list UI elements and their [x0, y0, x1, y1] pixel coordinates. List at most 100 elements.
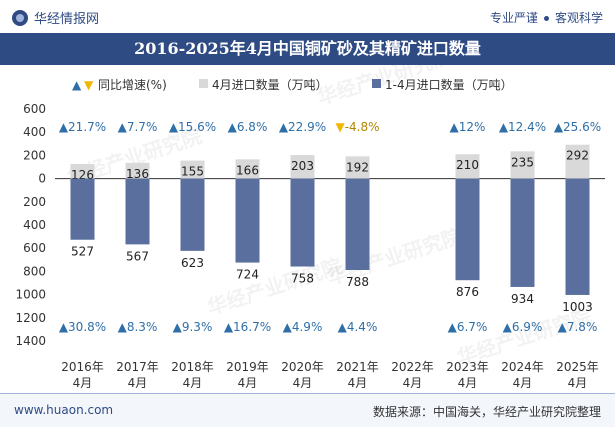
bar-cumulative	[180, 178, 205, 251]
x-tick-label-month: 4月	[513, 376, 533, 390]
legend-growth-down-icon: ▼	[84, 78, 94, 92]
bar-monthly	[235, 159, 260, 179]
down-arrow-icon: ▼	[335, 120, 345, 134]
growth-label-cumulative: ▲7.8%	[558, 320, 598, 334]
x-tick-label-year: 2022年	[391, 360, 434, 374]
growth-value: 12%	[459, 120, 486, 134]
x-tick-label-month: 4月	[293, 376, 313, 390]
up-arrow-icon: ▲	[279, 120, 289, 134]
bar-cumulative	[510, 178, 535, 287]
data-label-monthly: 166	[236, 163, 259, 177]
dot-icon	[543, 16, 549, 21]
y-tick-label: 600	[23, 241, 46, 255]
up-arrow-icon: ▲	[118, 120, 128, 134]
y-tick-label: 1000	[15, 288, 46, 302]
y-tick-label: 200	[23, 148, 46, 162]
bar-cumulative	[565, 178, 590, 295]
bar-monthly	[510, 151, 535, 179]
bar-monthly	[345, 156, 370, 179]
up-arrow-icon: ▲	[224, 320, 234, 334]
x-tick-label-month: 4月	[348, 376, 368, 390]
growth-value: 6.7%	[457, 320, 488, 334]
data-label-monthly: 210	[456, 158, 479, 172]
growth-value: 22.9%	[288, 120, 326, 134]
growth-value: 6.9%	[512, 320, 543, 334]
growth-value: 21.7%	[68, 120, 106, 134]
growth-label-monthly: ▲12.4%	[499, 120, 546, 134]
growth-label-monthly: ▲15.6%	[169, 120, 216, 134]
bar-cumulative	[70, 178, 95, 240]
top-bar: 华经情报网 专业严谨 客观科学	[0, 0, 615, 32]
growth-value: 6.8%	[237, 120, 268, 134]
tagline: 专业严谨 客观科学	[490, 9, 603, 26]
growth-value: 15.6%	[178, 120, 216, 134]
growth-value: 4.9%	[292, 320, 323, 334]
growth-value: 25.6%	[563, 120, 601, 134]
x-tick-label-year: 2019年	[226, 360, 269, 374]
growth-label-monthly: ▼-4.8%	[335, 120, 379, 134]
legend-swatch-monthly	[199, 79, 208, 88]
growth-value: 8.3%	[127, 320, 158, 334]
data-label-cumulative: 1003	[562, 300, 593, 314]
data-label-cumulative: 758	[291, 272, 314, 286]
growth-value: 12.4%	[508, 120, 546, 134]
up-arrow-icon: ▲	[450, 120, 460, 134]
footer: www.huaon.com 数据来源：中国海关，华经产业研究院整理	[0, 394, 615, 427]
y-tick-label: 600	[23, 102, 46, 116]
y-tick-label: 400	[23, 218, 46, 232]
footer-source: 数据来源：中国海关，华经产业研究院整理	[372, 405, 601, 419]
x-tick-label-year: 2024年	[501, 360, 544, 374]
bar-monthly	[455, 154, 480, 179]
legend-label-growth: 同比增速(%)	[98, 78, 167, 92]
growth-value: 7.7%	[127, 120, 158, 134]
x-tick-label-month: 4月	[183, 376, 203, 390]
bar-monthly	[565, 144, 590, 179]
growth-label-monthly: ▲6.8%	[228, 120, 268, 134]
y-tick-label: 400	[23, 125, 46, 139]
up-arrow-icon: ▲	[503, 320, 513, 334]
y-tick-label: 200	[23, 195, 46, 209]
data-label-cumulative: 527	[71, 245, 94, 259]
data-label-monthly: 235	[511, 155, 534, 169]
y-tick-label: 800	[23, 264, 46, 278]
x-tick-label-year: 2023年	[446, 360, 489, 374]
data-label-cumulative: 934	[511, 292, 534, 306]
brand-logo-icon	[12, 9, 28, 26]
bar-cumulative	[290, 178, 315, 267]
up-arrow-icon: ▲	[173, 320, 183, 334]
growth-value: 4.4%	[347, 320, 378, 334]
up-arrow-icon: ▲	[499, 120, 509, 134]
bar-cumulative	[455, 178, 480, 281]
y-tick-label: 0	[38, 172, 46, 186]
brand[interactable]: 华经情报网	[12, 8, 99, 27]
growth-label-monthly: ▲25.6%	[554, 120, 601, 134]
growth-value: 7.8%	[567, 320, 598, 334]
bar-monthly	[125, 162, 150, 179]
tagline-left: 专业严谨	[489, 11, 538, 25]
data-label-cumulative: 623	[181, 256, 204, 270]
legend-label-monthly: 4月进口数量（万吨）	[212, 77, 328, 92]
footer-url[interactable]: www.huaon.com	[14, 403, 114, 417]
data-label-monthly: 136	[126, 167, 149, 181]
bar-monthly	[180, 160, 205, 179]
data-label-cumulative: 876	[456, 285, 479, 299]
up-arrow-icon: ▲	[558, 320, 568, 334]
growth-label-cumulative: ▲4.4%	[338, 320, 378, 334]
data-label-monthly: 192	[346, 160, 369, 174]
growth-label-monthly: ▲22.9%	[279, 120, 326, 134]
footer-divider	[0, 393, 615, 394]
up-arrow-icon: ▲	[169, 120, 179, 134]
growth-value: 9.3%	[182, 320, 213, 334]
chart-title: 2016-2025年4月中国铜矿砂及其精矿进口数量	[0, 33, 615, 65]
up-arrow-icon: ▲	[118, 320, 128, 334]
x-tick-label-year: 2021年	[336, 360, 379, 374]
bar-cumulative	[235, 178, 260, 263]
growth-label-cumulative: ▲30.8%	[59, 320, 106, 334]
data-label-cumulative: 788	[346, 275, 369, 289]
x-tick-label-month: 4月	[568, 376, 588, 390]
growth-label-monthly: ▲12%	[450, 120, 486, 134]
growth-label-monthly: ▲21.7%	[59, 120, 106, 134]
growth-value: 30.8%	[68, 320, 106, 334]
